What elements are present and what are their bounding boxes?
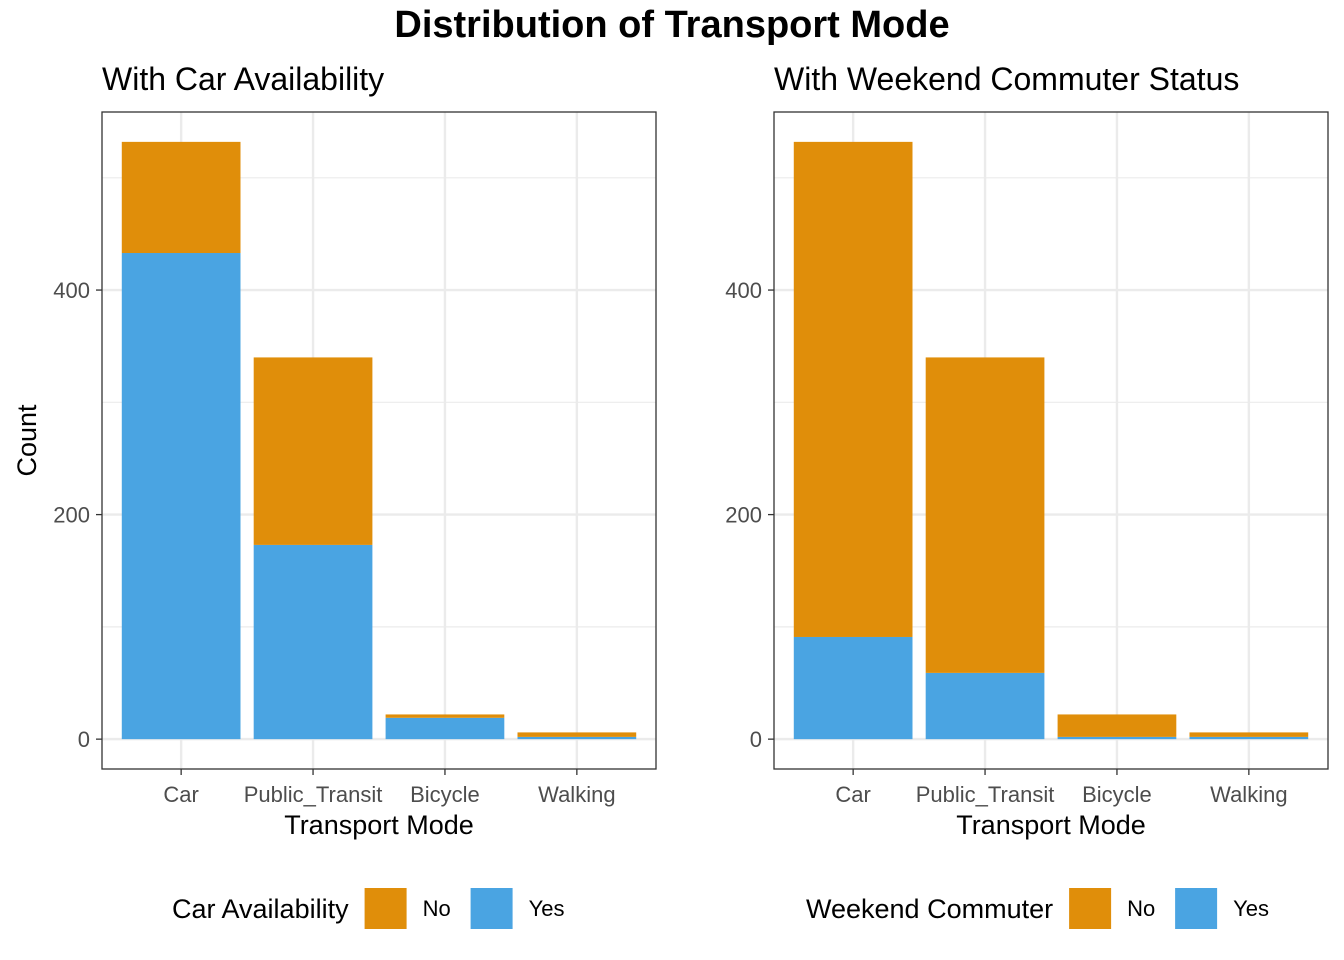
panel-weekend-commuter: With Weekend Commuter Status 0 200 400 Car Pu… [725,61,1329,929]
bar-walking-yes [1189,736,1309,740]
bar-public_transit-no [925,357,1045,673]
legend-key-no [1069,888,1112,929]
legend-key-yes [470,888,513,929]
bar-car-yes [121,253,241,740]
legend-title: Weekend Commuter [806,894,1053,924]
bar-public_transit-yes [925,672,1045,740]
panel-car-availability: With Car Availability 0 200 400 Car Public_Tr… [12,61,657,929]
legend-title: Car Availability [172,894,349,924]
legend-label-no: No [423,896,451,921]
legend-key-no [364,888,407,929]
legend-label-yes: Yes [1233,896,1269,921]
bar-bicycle-yes [1057,736,1177,740]
x-tick-label: Public_Transit [244,782,383,807]
y-tick-label: 0 [750,727,762,752]
bar-bicycle-no [1057,714,1177,737]
bar-bicycle-yes [385,717,505,740]
y-tick-label: 200 [725,503,762,528]
x-tick-label: Public_Transit [916,782,1055,807]
bar-car-no [793,141,913,637]
x-axis-title: Transport Mode [956,810,1146,840]
y-tick-label: 400 [53,278,90,303]
panel-subtitle: With Weekend Commuter Status [774,61,1239,97]
bar-walking-no [517,732,637,737]
legend: Weekend Commuter No Yes [806,888,1269,929]
chart-title: Distribution of Transport Mode [394,4,950,46]
panel-border [101,111,657,770]
x-tick-label: Car [163,782,198,807]
panel-border [773,111,1329,770]
x-tick-label: Walking [1210,782,1287,807]
x-tick-label: Car [835,782,870,807]
legend-label-no: No [1127,896,1155,921]
bar-public_transit-no [253,357,373,545]
x-tick-label: Bicycle [1082,782,1152,807]
bar-bicycle-no [385,714,505,718]
x-axis-title: Transport Mode [284,810,474,840]
legend-label-yes: Yes [529,896,565,921]
y-tick-label: 200 [53,503,90,528]
bar-walking-yes [517,736,637,740]
y-tick-label: 0 [78,727,90,752]
legend-key-yes [1175,888,1218,929]
y-axis-title: Count [12,404,42,477]
bar-car-no [121,141,241,254]
y-tick-label: 400 [725,278,762,303]
x-tick-label: Bicycle [410,782,480,807]
bar-walking-no [1189,732,1309,737]
bar-public_transit-yes [253,544,373,740]
panel-subtitle: With Car Availability [102,61,384,97]
bar-car-yes [793,636,913,740]
x-tick-label: Walking [538,782,615,807]
legend: Car Availability No Yes [172,888,564,929]
